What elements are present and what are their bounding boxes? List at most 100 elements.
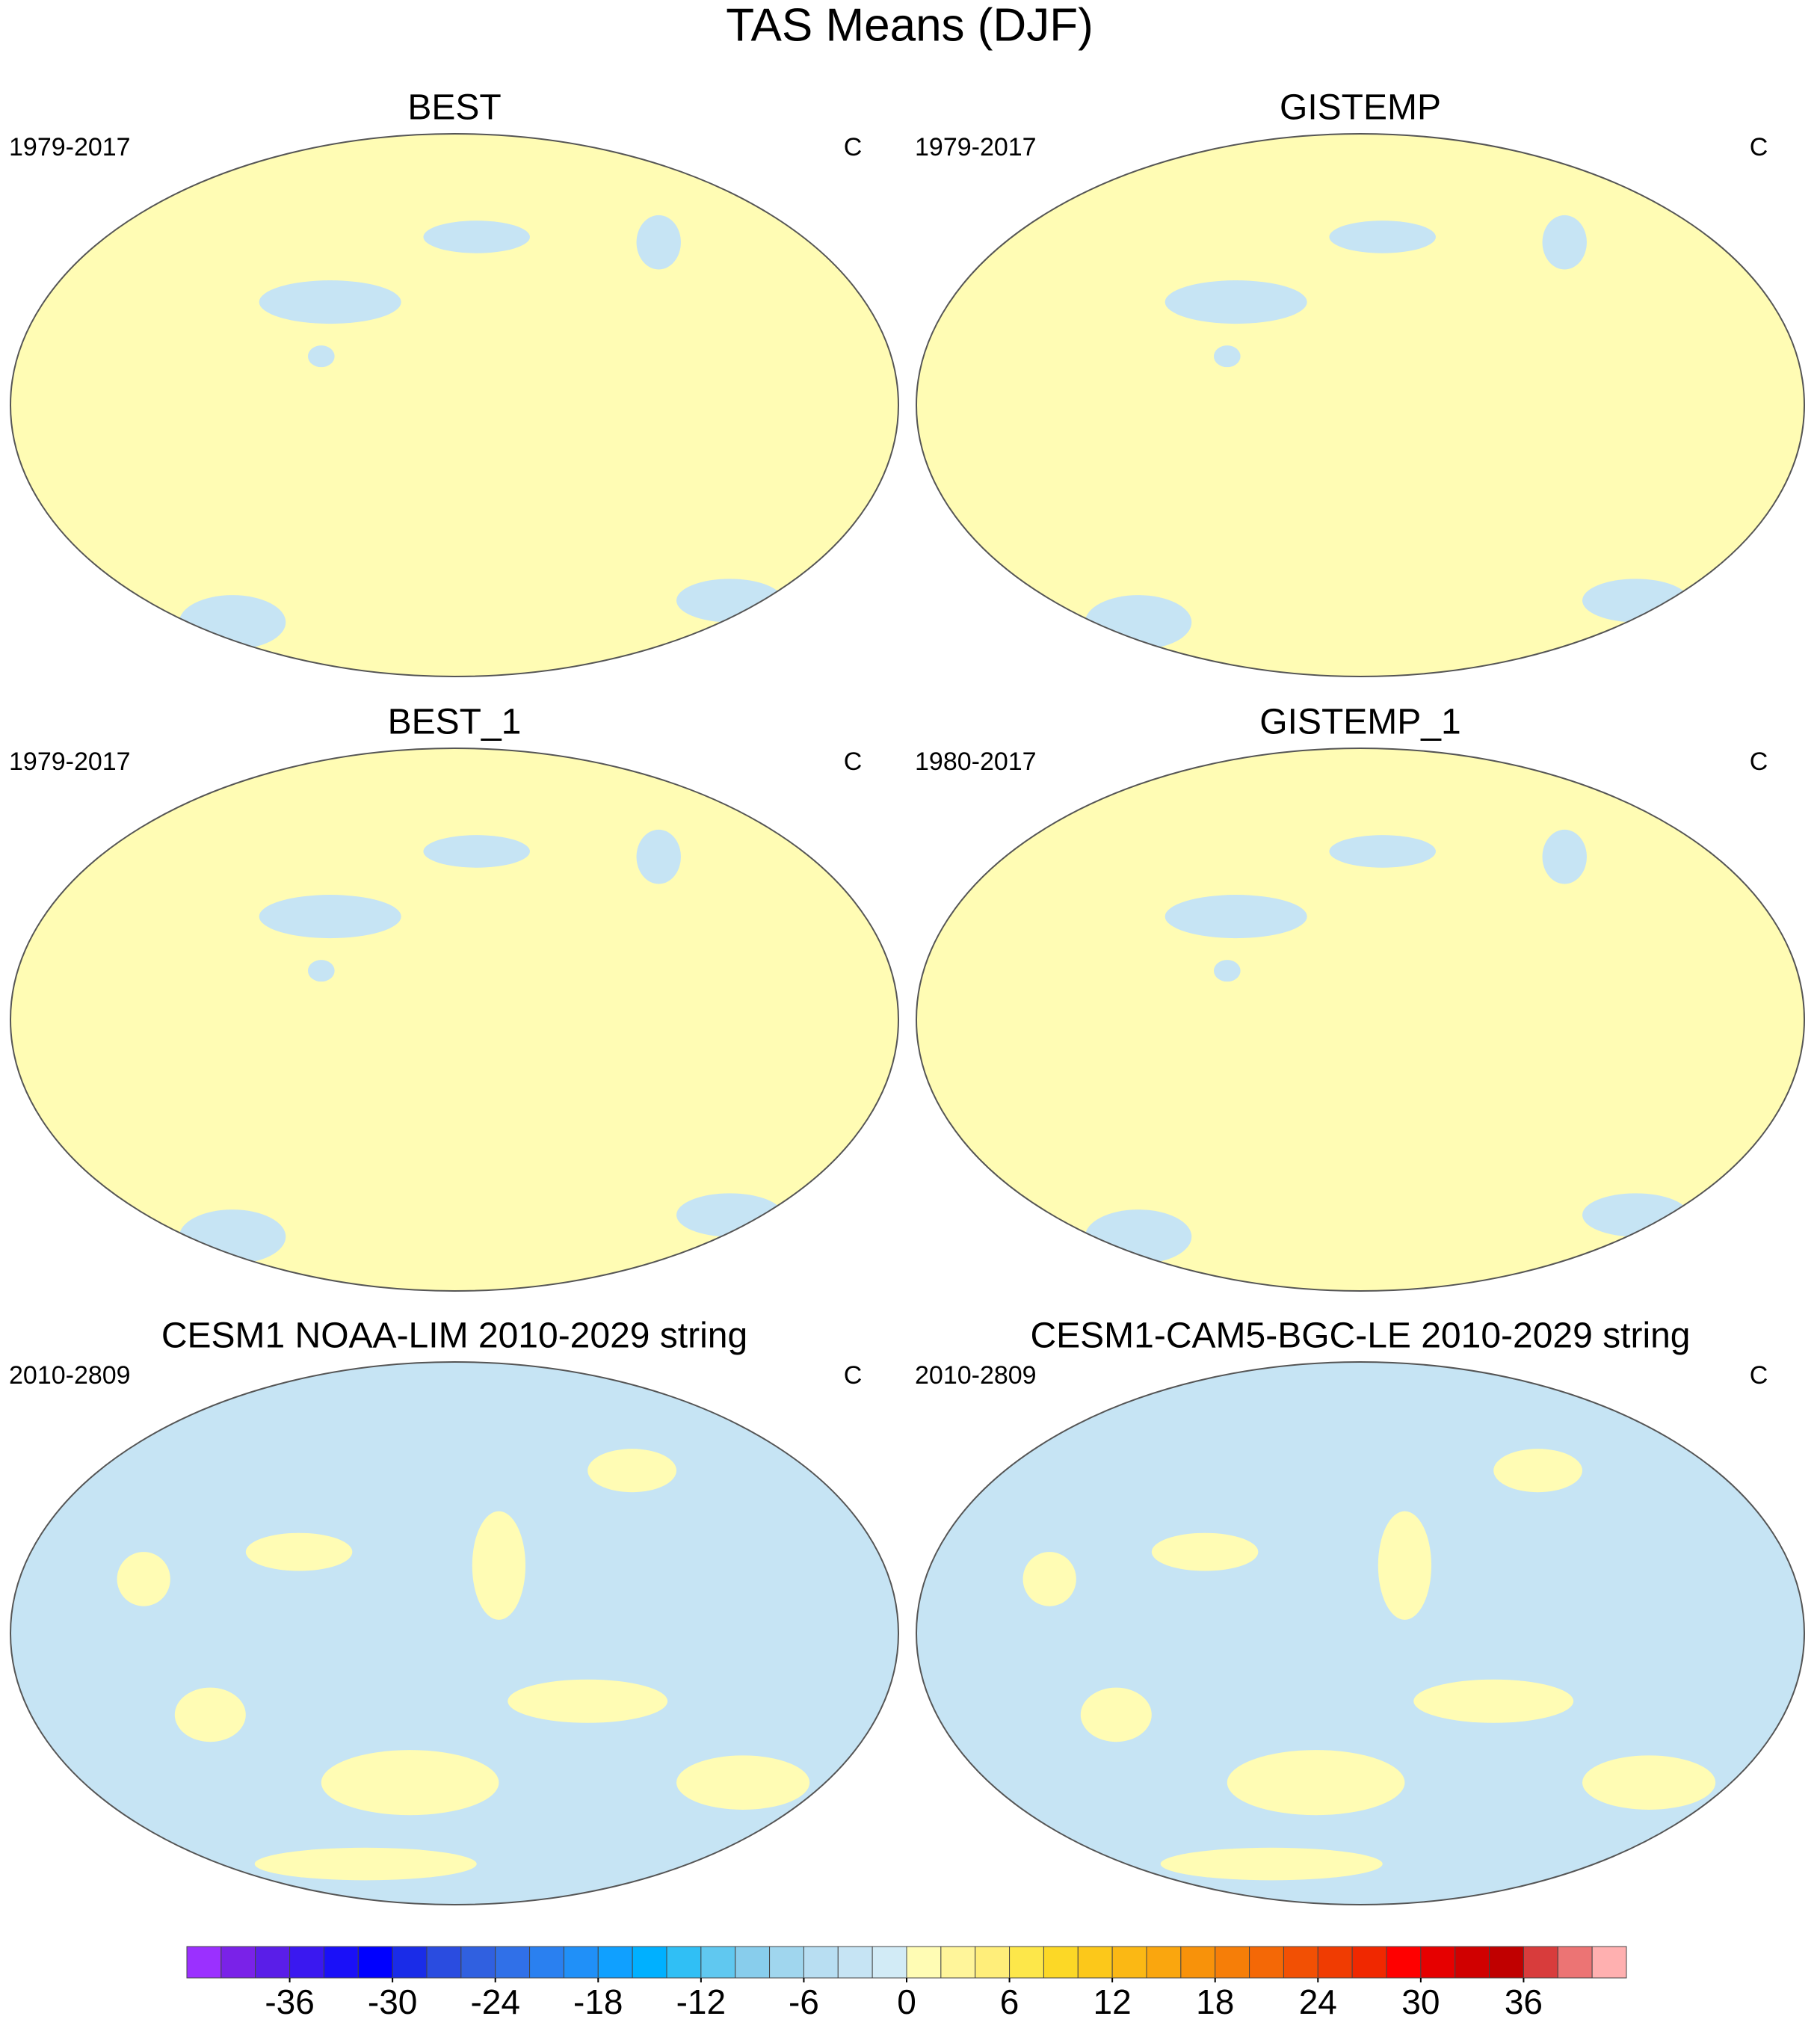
map-contour-region [1413,1679,1574,1723]
panel-units: C [1750,133,1768,161]
colorbar-box [186,1946,222,1979]
map-background [10,748,898,1291]
map-contour-region [1227,1750,1405,1816]
colorbar-box [1249,1946,1284,1979]
map-contour-region [307,345,335,368]
map-background [916,748,1804,1291]
map-border [916,748,1805,1292]
colorbar-box [735,1946,771,1979]
colorbar-box [1009,1946,1044,1979]
colorbar-box [529,1946,564,1979]
panel-period: 2010-2809 [915,1361,1037,1390]
map-contour-region [174,1687,246,1742]
map-field [117,1449,810,1881]
map-background [916,1362,1804,1905]
panel-title: BEST [407,88,501,128]
map-field [1022,1449,1716,1881]
panel-period: 1979-2017 [915,133,1037,161]
colorbar-box [1557,1946,1593,1979]
colorbar-box [872,1946,907,1979]
colorbar-box [1489,1946,1524,1979]
colorbar-tick-label: -6 [789,1982,819,2021]
map-contour-region [321,1750,499,1816]
colorbar-box [906,1946,942,1979]
colorbar-box [700,1946,736,1979]
map-contour-region [423,835,530,868]
map-contour-region [245,1532,353,1571]
colorbar-box [1180,1946,1216,1979]
map-contour-region [117,1552,170,1606]
colorbar-box [1591,1946,1627,1979]
map-contour-region [1329,221,1436,253]
figure-title: TAS Means (DJF) [726,0,1093,51]
map-contour-region [1582,1755,1716,1810]
map-contour-region [636,215,681,270]
colorbar-box [1420,1946,1456,1979]
map-contour-region [1085,595,1192,650]
panel-title: GISTEMP [1280,88,1441,128]
colorbar-tick-label: 0 [897,1982,916,2021]
colorbar-box [1455,1946,1490,1979]
panel-units: C [844,1361,863,1390]
colorbar-box [323,1946,359,1979]
map-contour-region [508,1679,668,1723]
map-contour-region [1582,579,1689,623]
colorbar-tick-label: -30 [368,1982,417,2021]
colorbar-box [1351,1946,1387,1979]
map-background [916,134,1804,677]
colorbar-tick-label: -24 [470,1982,519,2021]
panel-units: C [1750,1361,1768,1390]
colorbar-tick-label: 30 [1401,1982,1440,2021]
colorbar-box [1386,1946,1422,1979]
panel-title: GISTEMP_1 [1259,703,1460,742]
colorbar-tick-label: -12 [676,1982,726,2021]
colorbar-box [392,1946,428,1979]
map-panel: CESM1-CAM5-BGC-LE 2010-2029 string 2010-2… [915,1316,1805,1905]
colorbar-box [940,1946,976,1979]
map-contour-region [1165,280,1307,324]
map-contour-region [1085,1209,1192,1264]
colorbar-tick-label: 18 [1196,1982,1234,2021]
colorbar-box [289,1946,324,1979]
colorbar-box [357,1946,393,1979]
panel-period: 1980-2017 [915,748,1037,776]
colorbar-tick-label: 12 [1093,1982,1132,2021]
map-contour-region [259,895,401,939]
map-contour-region [1378,1511,1432,1620]
map-field [1085,215,1689,650]
colorbar-box [220,1946,256,1979]
map-contour-region [1022,1552,1076,1606]
map-contour-region [676,1193,783,1237]
map-contour-region [307,960,335,982]
map-border [916,133,1805,677]
map-contour-region [636,829,681,884]
colorbar-box [1077,1946,1113,1979]
map-contour-region [1542,829,1587,884]
colorbar-box [495,1946,531,1979]
colorbar-box [1111,1946,1147,1979]
colorbar-box [426,1946,462,1979]
panel-title: CESM1-CAM5-BGC-LE 2010-2029 string [1030,1316,1690,1356]
map-contour-region [1080,1687,1152,1742]
colorbar-tick-label: -36 [265,1982,314,2021]
map-contour-region [259,280,401,324]
colorbar-box [666,1946,702,1979]
panel-period: 2010-2809 [9,1361,131,1390]
map-contour-region [472,1511,526,1620]
map-contour-region [1542,215,1587,270]
panel-period: 1979-2017 [9,748,131,776]
colorbar-box [803,1946,839,1979]
colorbar-box [1215,1946,1250,1979]
map-panel: CESM1 NOAA-LIM 2010-2029 string 2010-2809… [9,1316,899,1905]
colorbar-box [632,1946,667,1979]
panel-title: BEST_1 [388,703,522,742]
map-contour-region [1493,1449,1582,1493]
map-contour-region [1151,1532,1259,1571]
panel-period: 1979-2017 [9,133,131,161]
colorbar-box [769,1946,804,1979]
map-contour-region [587,1449,676,1493]
colorbar-box [597,1946,633,1979]
colorbar-box [1283,1946,1318,1979]
map-contour-region [676,1755,810,1810]
